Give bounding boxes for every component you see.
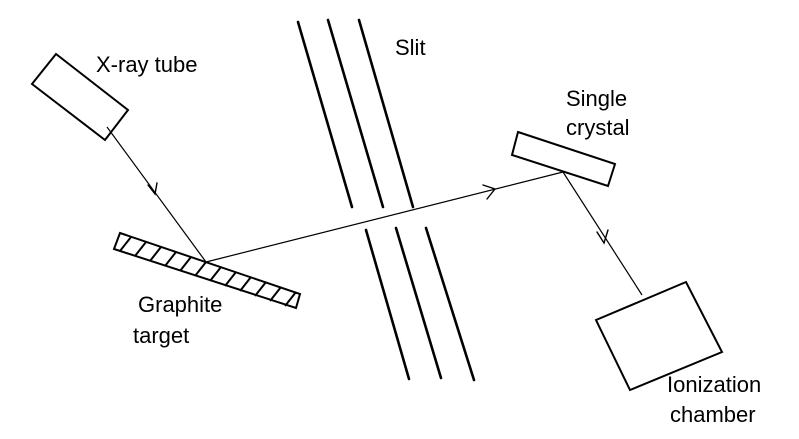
label-single-crystal-line2: crystal (566, 115, 630, 140)
scattered-ray (205, 171, 564, 263)
ionization-chamber (594, 280, 724, 392)
label-single-crystal-line1: Single (566, 86, 627, 111)
label-graphite-target-line2: target (133, 323, 189, 348)
incident-ray (106, 126, 207, 263)
label-graphite-target-line1: Graphite (138, 292, 222, 317)
single-crystal (510, 130, 617, 188)
label-ionization-chamber-line2: chamber (670, 402, 756, 427)
incident-ray-arrow-icon (147, 182, 158, 196)
x-ray-tube (30, 52, 130, 142)
diffracted-ray-arrow-icon (596, 229, 609, 245)
label-ionization-chamber-line1: Ionization (667, 372, 761, 397)
diffracted-ray (562, 171, 643, 296)
label-slit: Slit (395, 35, 426, 60)
scattered-ray-arrow-icon (482, 184, 497, 200)
graphite-target (112, 231, 302, 310)
slit (296, 18, 476, 382)
label-x-ray-tube: X-ray tube (96, 52, 198, 77)
